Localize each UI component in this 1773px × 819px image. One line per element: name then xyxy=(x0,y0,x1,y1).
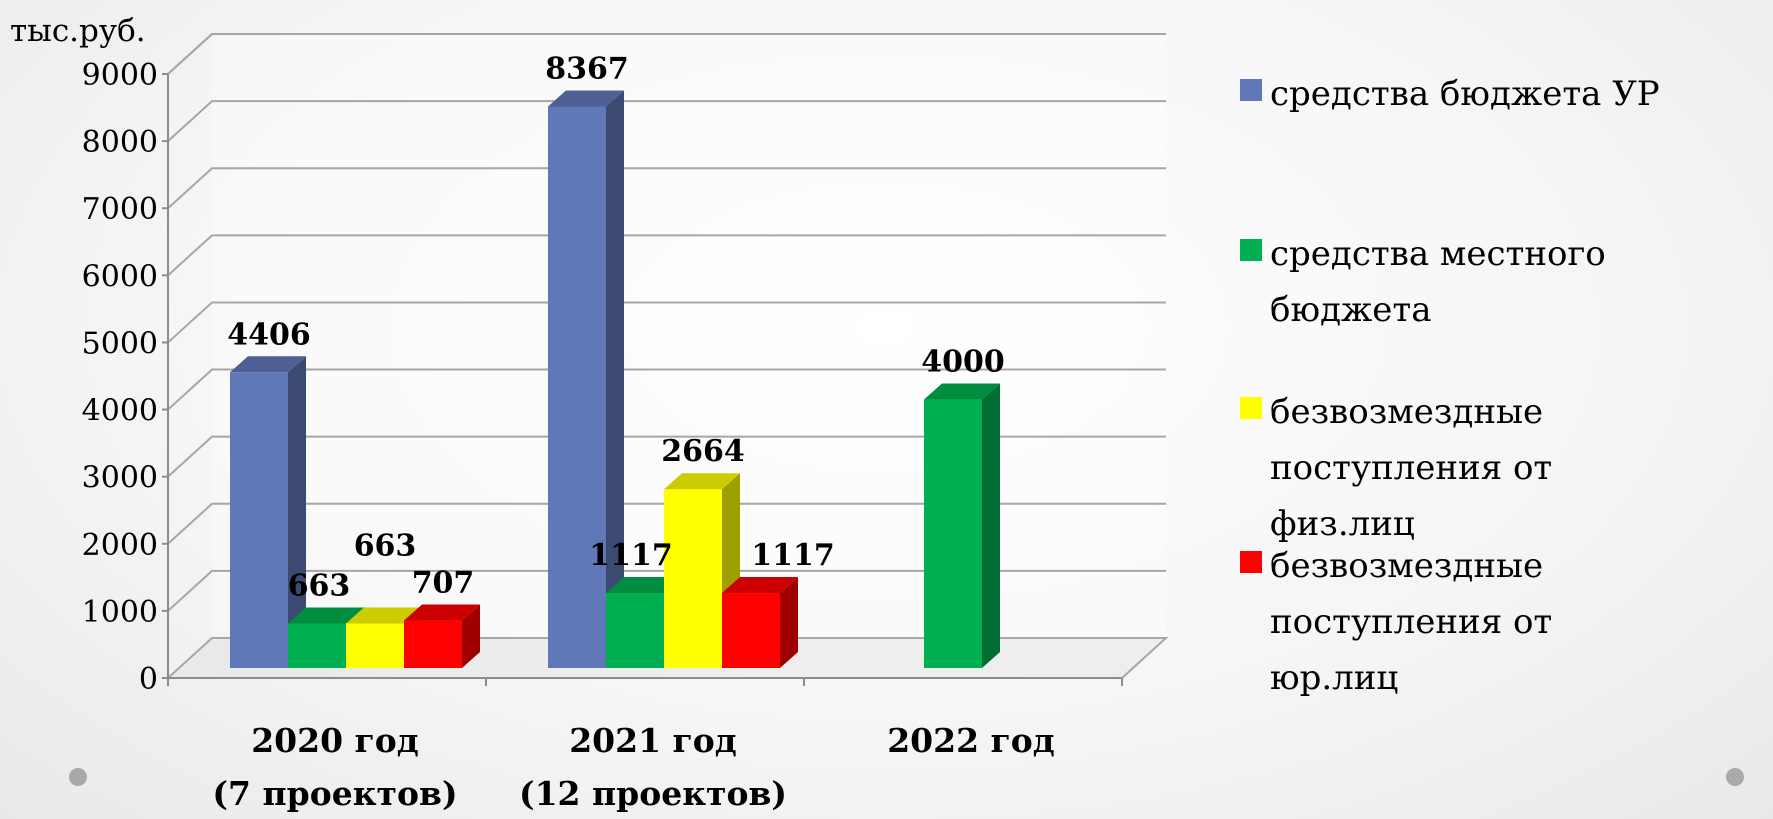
legend-swatch xyxy=(1240,551,1262,573)
legend-label: средства местного бюджета xyxy=(1270,234,1606,330)
bar-front xyxy=(288,623,346,668)
bar-front xyxy=(404,620,462,668)
bar-top xyxy=(924,383,1000,400)
bar xyxy=(722,577,798,668)
decor-dot-right xyxy=(1726,768,1744,786)
bar-front xyxy=(606,593,664,668)
x-category-label: (7 проектов) xyxy=(212,774,457,813)
y-tick-label: 2000 xyxy=(82,528,158,563)
data-label: 663 xyxy=(288,569,351,604)
gridline xyxy=(167,100,1166,142)
legend-item-individuals: безвозмездные поступления от физ.лиц xyxy=(1240,384,1690,552)
legend-item-budget-ur: средства бюджета УР xyxy=(1240,66,1730,122)
legend-item-local-budget: средства местного бюджета xyxy=(1240,226,1610,338)
y-axis-ticks: 0 1000 2000 3000 4000 5000 6000 7000 8000 9000 xyxy=(82,58,168,697)
bar-top xyxy=(230,356,306,373)
data-label: 1117 xyxy=(751,538,835,573)
y-tick-label: 1000 xyxy=(82,595,158,630)
y-tick-label: 5000 xyxy=(82,326,158,361)
axes xyxy=(167,33,1123,686)
y-axis-unit-label: тыс.руб. xyxy=(10,13,146,49)
y-tick-label: 9000 xyxy=(82,58,158,93)
bar-top xyxy=(404,604,480,621)
bar-front xyxy=(548,106,606,669)
data-label: 1117 xyxy=(589,538,673,573)
bar-side xyxy=(462,604,480,668)
gridline xyxy=(167,234,1166,277)
data-label: 4406 xyxy=(227,317,311,352)
x-category-label: 2020 год xyxy=(251,721,419,760)
bar xyxy=(548,90,624,669)
gridline xyxy=(167,368,1166,411)
bar-top xyxy=(606,577,682,594)
gridline xyxy=(167,569,1166,612)
data-label: 4000 xyxy=(921,345,1005,380)
data-label: 707 xyxy=(412,566,475,601)
decor-dot-left xyxy=(69,768,87,786)
bar-top xyxy=(722,577,798,594)
legend-label: безвозмездные поступления от юр.лиц xyxy=(1270,546,1553,698)
data-label: 8367 xyxy=(545,51,629,86)
data-label: 2664 xyxy=(661,434,745,469)
bar xyxy=(346,607,422,668)
bar-front xyxy=(924,399,982,668)
legend-swatch xyxy=(1240,79,1262,101)
x-category-label: 2021 год xyxy=(569,721,737,760)
bars xyxy=(230,90,1000,669)
bar xyxy=(230,356,306,668)
gridline xyxy=(167,167,1166,209)
y-tick-label: 8000 xyxy=(82,125,158,160)
x-category-label: (12 проектов) xyxy=(519,774,787,813)
gridline xyxy=(167,502,1166,545)
y-tick-label: 4000 xyxy=(82,394,158,429)
bar-top xyxy=(664,473,740,490)
legend-label: средства бюджета УР xyxy=(1270,74,1660,114)
y-tick-label: 7000 xyxy=(82,192,158,227)
legend-swatch xyxy=(1240,397,1262,419)
bar-side xyxy=(288,356,306,668)
bar-top xyxy=(288,607,364,624)
bar-front xyxy=(346,623,404,668)
bar xyxy=(924,383,1000,668)
x-category-label: 2022 год xyxy=(887,721,1055,760)
y-tick-label: 0 xyxy=(139,662,158,697)
bar-side xyxy=(606,90,624,669)
legend-swatch xyxy=(1240,239,1262,261)
bar-side xyxy=(780,577,798,668)
gridline xyxy=(167,435,1166,478)
bar-top xyxy=(346,607,422,624)
bar-front xyxy=(722,593,780,668)
bar-top xyxy=(548,90,624,107)
x-axis-categories: 2020 год (7 проектов) 2021 год (12 проектов… xyxy=(212,721,1054,813)
bar-front xyxy=(664,489,722,668)
data-label: 663 xyxy=(354,529,417,564)
y-axis-depth-line xyxy=(167,33,213,75)
y-tick-label: 3000 xyxy=(82,461,158,496)
legend-item-legal-entities: безвозмездные поступления от юр.лиц xyxy=(1240,538,1690,706)
y-tick-label: 6000 xyxy=(82,259,158,294)
gridline xyxy=(167,301,1166,344)
bar-side xyxy=(982,383,1000,668)
bar xyxy=(404,604,480,668)
bar-front xyxy=(230,372,288,668)
legend-label: безвозмездные поступления от физ.лиц xyxy=(1270,392,1553,544)
